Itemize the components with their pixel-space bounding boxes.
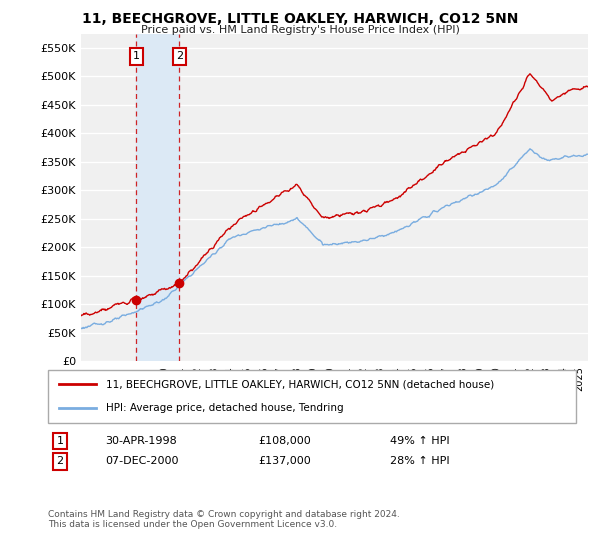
Text: £108,000: £108,000 [258, 436, 311, 446]
Text: 2: 2 [56, 456, 64, 466]
Text: £137,000: £137,000 [258, 456, 311, 466]
Bar [136, 34, 179, 361]
Text: 28% ↑ HPI: 28% ↑ HPI [390, 456, 449, 466]
Text: 49% ↑ HPI: 49% ↑ HPI [390, 436, 449, 446]
Text: 1: 1 [56, 436, 64, 446]
Text: 30-APR-1998: 30-APR-1998 [105, 436, 177, 446]
Text: 07-DEC-2000: 07-DEC-2000 [105, 456, 179, 466]
Text: Contains HM Land Registry data © Crown copyright and database right 2024.
This d: Contains HM Land Registry data © Crown c… [48, 510, 400, 529]
Text: 1: 1 [133, 52, 140, 62]
Text: 2: 2 [176, 52, 183, 62]
Text: 11, BEECHGROVE, LITTLE OAKLEY, HARWICH, CO12 5NN: 11, BEECHGROVE, LITTLE OAKLEY, HARWICH, … [82, 12, 518, 26]
Text: Price paid vs. HM Land Registry's House Price Index (HPI): Price paid vs. HM Land Registry's House … [140, 25, 460, 35]
Text: HPI: Average price, detached house, Tendring: HPI: Average price, detached house, Tend… [106, 403, 344, 413]
FancyBboxPatch shape [48, 370, 576, 423]
Text: 11, BEECHGROVE, LITTLE OAKLEY, HARWICH, CO12 5NN (detached house): 11, BEECHGROVE, LITTLE OAKLEY, HARWICH, … [106, 380, 494, 390]
